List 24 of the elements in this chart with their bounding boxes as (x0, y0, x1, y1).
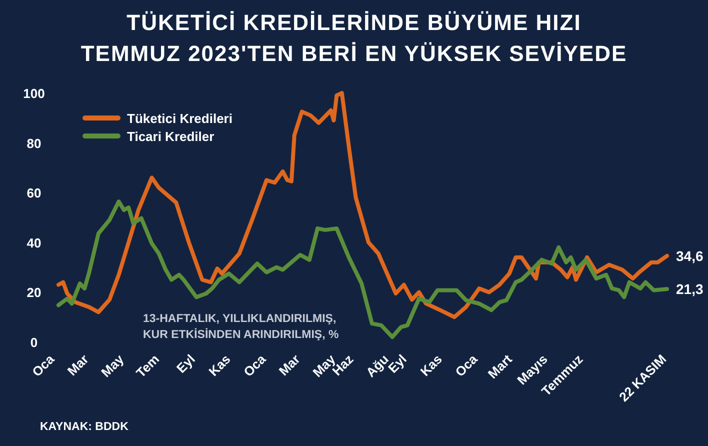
y-tick-label: 60 (26, 186, 42, 201)
legend-label: Ticari Krediler (127, 129, 214, 144)
x-tick-label: May (98, 350, 128, 380)
x-tick-label: Tem (133, 352, 162, 380)
x-tick-label: Eyl (174, 352, 198, 376)
y-tick-label: 80 (26, 136, 42, 151)
text: KAYNAK: BDDK (40, 421, 130, 433)
y-tick-label: 100 (23, 86, 45, 101)
x-tick-label: Mar (64, 352, 92, 378)
y-tick-label: 20 (26, 285, 42, 300)
x-tick-label: Oca (452, 350, 481, 380)
x-tick-label: Kas (206, 352, 234, 379)
y-tick-label: 0 (30, 335, 38, 350)
legend-label: Tüketici Kredileri (127, 111, 232, 126)
line-series (56, 200, 669, 340)
annotation: 13-HAFTALIK, YILLIKLANDIRILMIŞ, KUR ETKİSİNDEN ARINDIRILMIŞ, % (143, 313, 339, 341)
y-tick-label: 40 (26, 235, 42, 250)
x-tick-label: Oca (240, 350, 270, 380)
x-tick-label: Kas (417, 352, 445, 379)
x-tick-label: Mar (276, 352, 303, 378)
chart-title: TÜKETİCİ KREDİLERİNDE BÜYÜME HIZI TEMMUZ 2023'TEN BERİ EN YÜKSEK SEVİYEDE (80, 10, 628, 66)
x-tick-label: Oca (29, 350, 58, 380)
data-label: 21,3 (676, 280, 704, 297)
data-label: 34,6 (676, 248, 704, 264)
